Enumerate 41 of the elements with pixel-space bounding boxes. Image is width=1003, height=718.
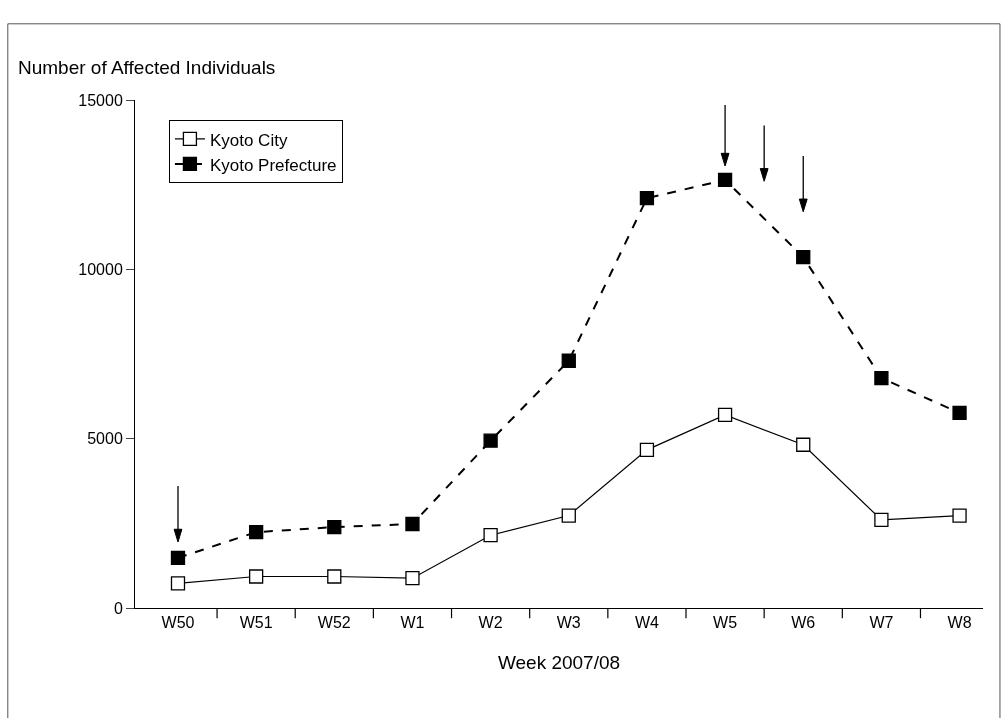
point [327,519,342,535]
point [483,433,498,448]
point [405,516,420,532]
point [639,442,655,457]
x-tick-label: W4 [634,614,660,632]
x-tick-label: W5 [713,614,738,632]
x-tick-label: W51 [239,614,273,632]
point [717,172,733,188]
x-tick-label: W1 [400,614,425,632]
point [561,353,576,368]
y-tick-label: 0 [113,599,123,617]
point [248,569,264,584]
point [717,407,733,423]
y-tick-label: 15000 [78,91,123,109]
x-tick-label: W52 [317,614,351,632]
point [796,437,811,452]
x-tick-label: W3 [556,614,581,632]
point [248,524,264,540]
point [952,405,967,421]
x-tick-label: W2 [478,614,503,632]
point [327,569,342,584]
point [874,370,889,386]
point [405,571,420,586]
x-axis-title: Week 2007/08 [497,652,621,673]
legend-label: Kyoto City [209,130,288,150]
point [483,528,498,543]
x-tick-label: W50 [161,614,195,632]
point [561,508,576,523]
x-tick-label: W7 [869,614,894,632]
y-axis-title: Number of Affected Individuals [18,57,276,78]
point [170,576,186,591]
point [639,191,655,206]
y-tick-label: 10000 [78,260,123,278]
x-tick-label: W8 [947,614,972,632]
y-tick-label: 5000 [87,430,123,448]
legend-label: Kyoto Prefecture [209,155,337,175]
point [874,512,889,528]
point [796,249,811,265]
point [170,550,186,566]
x-tick-label: W6 [791,614,816,632]
point [952,508,967,523]
